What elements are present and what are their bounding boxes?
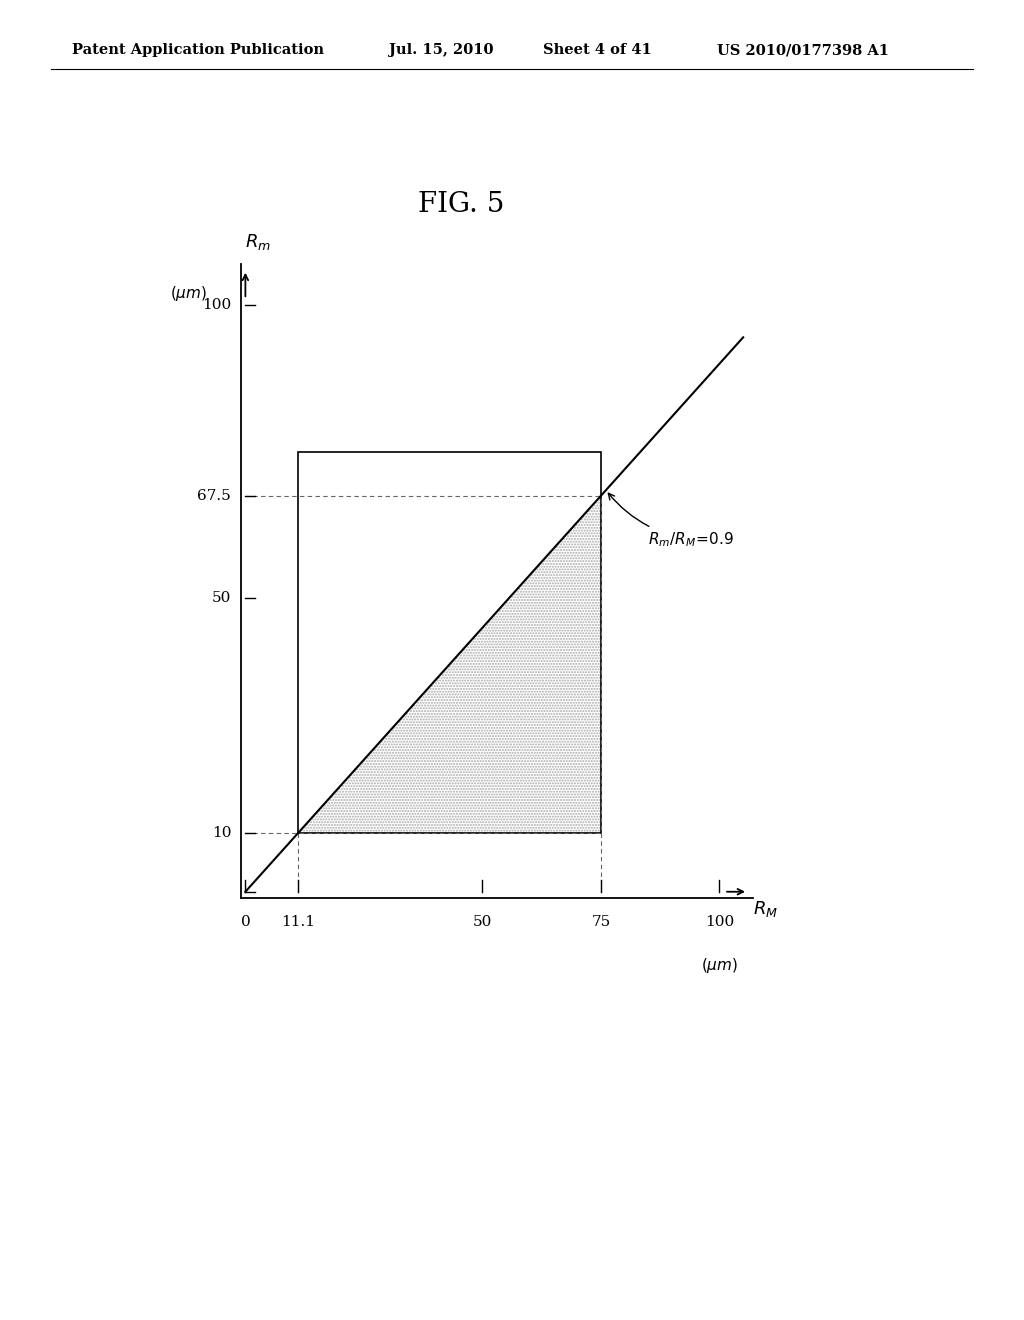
Text: 50: 50 xyxy=(473,915,493,929)
Text: Sheet 4 of 41: Sheet 4 of 41 xyxy=(543,44,651,57)
Text: $(\mu m)$: $(\mu m)$ xyxy=(700,956,738,975)
Text: Patent Application Publication: Patent Application Publication xyxy=(72,44,324,57)
Text: FIG. 5: FIG. 5 xyxy=(418,191,504,218)
Polygon shape xyxy=(298,496,601,833)
Text: $R_m$: $R_m$ xyxy=(246,232,271,252)
Text: 75: 75 xyxy=(591,915,610,929)
Text: 11.1: 11.1 xyxy=(281,915,315,929)
Text: Jul. 15, 2010: Jul. 15, 2010 xyxy=(389,44,494,57)
Text: 100: 100 xyxy=(705,915,734,929)
Text: 50: 50 xyxy=(212,591,231,606)
Text: 100: 100 xyxy=(202,298,231,312)
Text: US 2010/0177398 A1: US 2010/0177398 A1 xyxy=(717,44,889,57)
Text: $(\mu m)$: $(\mu m)$ xyxy=(170,284,207,302)
Text: 67.5: 67.5 xyxy=(198,488,231,503)
Text: 0: 0 xyxy=(241,915,250,929)
Text: $R_M$: $R_M$ xyxy=(753,899,777,919)
Bar xyxy=(298,451,601,833)
Text: 10: 10 xyxy=(212,826,231,840)
Text: $R_m/R_M\!=\!0.9$: $R_m/R_M\!=\!0.9$ xyxy=(608,494,734,549)
